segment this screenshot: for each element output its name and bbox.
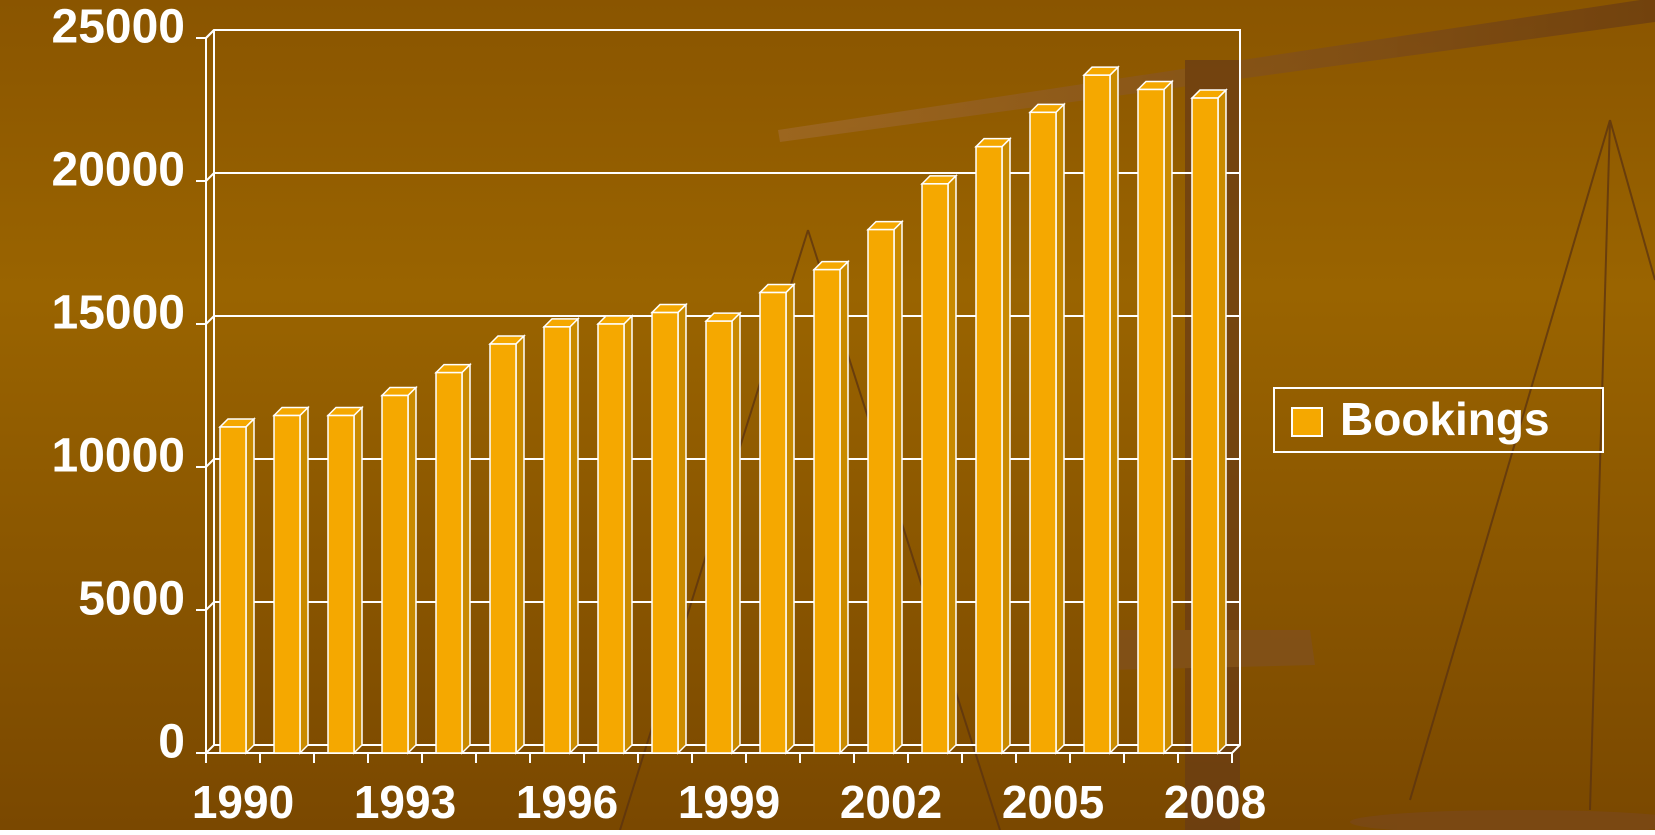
bar-side — [678, 305, 686, 753]
legend-swatch — [1292, 408, 1322, 436]
bar-side — [786, 285, 794, 753]
bar — [220, 427, 246, 753]
bar-side — [1164, 81, 1172, 753]
x-tick-label: 2005 — [1002, 776, 1104, 828]
bar — [814, 270, 840, 753]
bar — [382, 396, 408, 754]
bar-side — [894, 222, 902, 753]
bar — [544, 327, 570, 753]
bar-side — [246, 419, 254, 753]
chart: Bookings 0 5000 10000 15000 20000 25000 1990 19… — [0, 0, 1655, 830]
bar — [490, 344, 516, 753]
bar-side — [354, 408, 362, 753]
bar-side — [732, 313, 740, 753]
page: Bookings 0 5000 10000 15000 20000 25000 1990 19… — [0, 0, 1655, 830]
bar-side — [1002, 139, 1010, 753]
y-tick-label: 10000 — [52, 430, 185, 483]
bar — [976, 147, 1002, 753]
bar — [652, 313, 678, 753]
bar — [436, 373, 462, 753]
bar — [1084, 75, 1110, 753]
y-tick-label: 20000 — [52, 144, 185, 197]
x-tick-label: 1990 — [192, 776, 294, 828]
bar — [328, 416, 354, 753]
bar — [598, 324, 624, 753]
y-tick-label: 5000 — [78, 573, 185, 626]
bar — [760, 293, 786, 753]
bar-side — [1218, 90, 1226, 753]
y-tick-label: 25000 — [52, 1, 185, 54]
x-tick-label: 1993 — [354, 776, 456, 828]
bar — [922, 184, 948, 753]
bar-side — [570, 319, 578, 753]
x-tick-label: 1996 — [516, 776, 618, 828]
bar — [1030, 112, 1056, 753]
bar-side — [462, 365, 470, 753]
bar-side — [840, 262, 848, 753]
bar — [1138, 89, 1164, 753]
bar — [706, 321, 732, 753]
bar-side — [948, 176, 956, 753]
bar-side — [1110, 67, 1118, 753]
x-tick-label: 1999 — [678, 776, 780, 828]
bar-side — [516, 336, 524, 753]
bar-side — [624, 316, 632, 753]
bar-side — [300, 408, 308, 753]
bar — [274, 416, 300, 753]
y-tick-label: 0 — [158, 716, 185, 769]
x-tick-label: 2008 — [1164, 776, 1266, 828]
bar-side — [408, 388, 416, 754]
bar — [868, 230, 894, 753]
legend-label: Bookings — [1340, 393, 1550, 445]
y-tick-label: 15000 — [52, 287, 185, 340]
x-tick-label: 2002 — [840, 776, 942, 828]
bar-side — [1056, 104, 1064, 753]
bar — [1192, 98, 1218, 753]
